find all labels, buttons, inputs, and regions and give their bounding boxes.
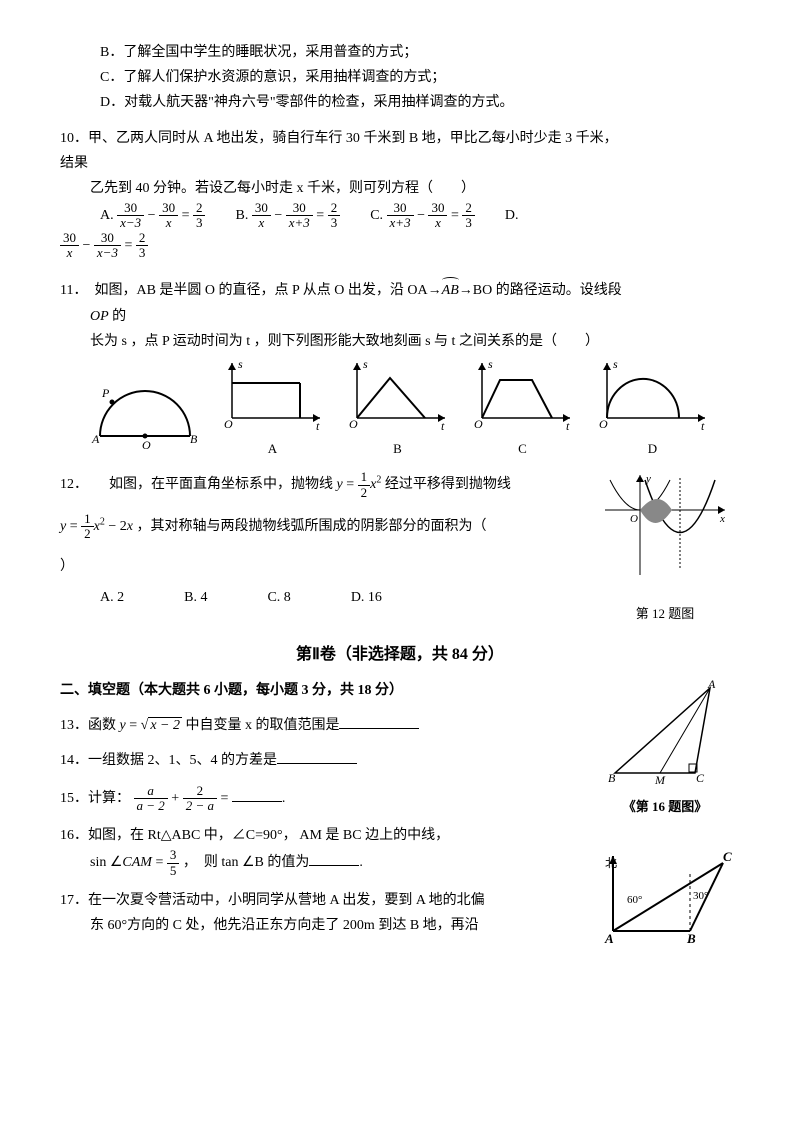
svg-text:O: O (630, 513, 638, 525)
svg-text:P: P (101, 386, 110, 400)
q12-figure: O x y 第 12 题图 (590, 470, 740, 625)
svg-text:y: y (645, 473, 651, 485)
svg-text:s: s (488, 357, 493, 371)
svg-text:t: t (701, 419, 705, 433)
q11-stem1: 11． 如图，AB 是半圆 O 的直径，点 P 从点 O 出发，沿 OA→AB→… (60, 278, 740, 303)
q12-stem1: 12． 如图，在平面直角坐标系中，抛物线 y = 12x2 经过平移得到抛物线 (60, 470, 590, 500)
svg-text:B: B (608, 771, 616, 785)
q10-stem2: 结果 (60, 151, 740, 176)
q10-opt-d: 30x − 30x−3 = 23 (60, 231, 740, 261)
q10-opt-a: A. 30x−3 − 30x = 23 (100, 201, 205, 231)
svg-text:t: t (441, 419, 445, 433)
svg-text:O: O (599, 417, 608, 431)
q16-caption: 《第 16 题图》 (590, 795, 740, 818)
q11-fig-semicircle: A B O P (90, 381, 200, 460)
q12-options: A. 2 B. 4 C. 8 D. 16 (60, 585, 590, 610)
svg-text:O: O (224, 417, 233, 431)
q12-caption: 第 12 题图 (590, 602, 740, 625)
svg-text:O: O (474, 417, 483, 431)
svg-text:北: 北 (605, 856, 617, 870)
q11-fig-c: s O t C (470, 358, 575, 461)
section-2-title: 第Ⅱ卷（非选择题，共 84 分） (60, 641, 740, 670)
q12-b: B. 4 (184, 585, 207, 610)
svg-text:A: A (604, 931, 614, 946)
svg-text:t: t (566, 419, 570, 433)
q14: 14．一组数据 2、1、5、4 的方差是 (60, 748, 590, 773)
q17: 17．在一次夏令营活动中，小明同学从营地 A 出发，要到 A 地的北偏 东 60… (60, 888, 590, 938)
svg-text:A: A (707, 677, 716, 691)
q11: 11． 如图，AB 是半圆 O 的直径，点 P 从点 O 出发，沿 OA→AB→… (60, 278, 740, 460)
svg-text:s: s (613, 357, 618, 371)
q11-fig-a: s O t A (220, 358, 325, 461)
svg-text:C: C (723, 849, 732, 864)
svg-text:B: B (686, 931, 696, 946)
q12: 12． 如图，在平面直角坐标系中，抛物线 y = 12x2 经过平移得到抛物线 … (60, 470, 740, 625)
q12-d: D. 16 (351, 585, 382, 610)
q10-opt-b: B. 30x − 30x+3 = 23 (235, 201, 340, 231)
svg-text:60°: 60° (627, 894, 642, 906)
svg-text:O: O (349, 417, 358, 431)
q12-c: C. 8 (267, 585, 290, 610)
q10-stem3: 乙先到 40 分钟。若设乙每小时走 x 千米，则可列方程（ ） (60, 176, 740, 201)
q12-a: A. 2 (100, 585, 124, 610)
q10-options: A. 30x−3 − 30x = 23 B. 30x − 30x+3 = 23 … (60, 201, 740, 231)
q9-option-c: C．了解人们保护水资源的意识，采用抽样调查的方式； (60, 65, 740, 90)
part2-title: 二、填空题（本大题共 6 小题，每小题 3 分，共 18 分） (60, 678, 590, 703)
svg-text:t: t (316, 419, 320, 433)
q10-opt-d-label: D. (505, 203, 519, 228)
q17-figure: 北 60° 30° A B C (595, 831, 735, 946)
q11-fig-d: s O t D (595, 358, 710, 461)
q16-figure: A B M C (600, 678, 730, 788)
q10: 10．甲、乙两人同时从 A 地出发，骑自行车行 30 千米到 B 地，甲比乙每小… (60, 126, 740, 261)
q12-stem2: y = 12x2 − 2x ，其对称轴与两段抛物线弧所围成的阴影部分的面积为（ (60, 512, 590, 542)
svg-text:B: B (190, 432, 198, 446)
svg-text:30°: 30° (693, 890, 708, 902)
svg-text:s: s (363, 357, 368, 371)
svg-text:A: A (91, 432, 100, 446)
q11-figures: A B O P s O t A (60, 354, 740, 461)
q15: 15．计算： aa − 2 + 22 − a = . (60, 784, 590, 814)
svg-text:s: s (238, 357, 243, 371)
q10-stem1: 10．甲、乙两人同时从 A 地出发，骑自行车行 30 千米到 B 地，甲比乙每小… (60, 126, 740, 151)
q9-option-b: B．了解全国中学生的睡眠状况，采用普查的方式； (60, 40, 740, 65)
q13: 13．函数 y = √x − 2 中自变量 x 的取值范围是 (60, 713, 590, 738)
q11-fig-b: s O t B (345, 358, 450, 461)
q16: 16．如图，在 Rt△ABC 中，∠C=90°， AM 是 BC 边上的中线， … (60, 823, 590, 878)
q10-opt-c: C. 30x+3 − 30x = 23 (370, 201, 475, 231)
svg-text:M: M (654, 773, 666, 787)
q9-option-d: D．对载人航天器"神舟六号"零部件的检查，采用抽样调查的方式。 (60, 90, 740, 115)
svg-text:x: x (719, 513, 725, 525)
svg-text:O: O (142, 438, 151, 452)
q11-stem3: 长为 s ，点 P 运动时间为 t ，则下列图形能大致地刻画 s 与 t 之间关… (60, 329, 740, 354)
part2-block: 二、填空题（本大题共 6 小题，每小题 3 分，共 18 分） 13．函数 y … (60, 678, 740, 953)
q11-op-line: OP 的 (60, 304, 740, 329)
q12-close: ） (60, 554, 590, 579)
svg-text:C: C (696, 771, 705, 785)
